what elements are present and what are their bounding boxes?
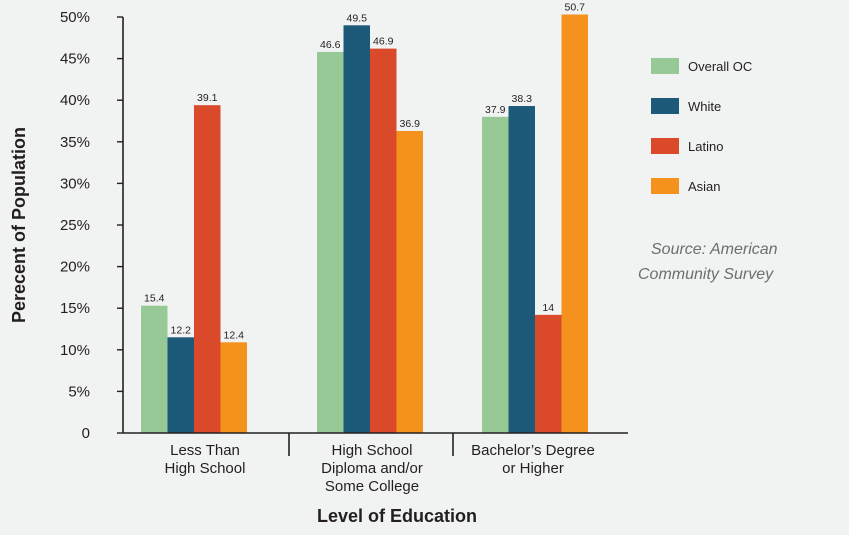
bars	[141, 14, 588, 434]
bar-overall-oc	[317, 51, 344, 433]
bar-value-label: 12.2	[171, 324, 192, 336]
y-tick-label: 35%	[60, 134, 90, 151]
bar-value-label: 14	[542, 302, 554, 314]
source-note: Source: American Community Survey	[638, 241, 782, 283]
legend-swatch	[651, 178, 679, 194]
bar-value-label: 46.9	[373, 36, 394, 48]
y-tick-label: 30%	[60, 175, 90, 192]
source-line-1: Source: American	[651, 241, 778, 258]
y-tick-label: 25%	[60, 217, 90, 234]
bar-value-label: 15.4	[144, 293, 165, 305]
bar-overall-oc	[482, 116, 509, 433]
bar-asian	[220, 342, 247, 433]
value-labels: 15.4 46.6 37.9 12.2 49.5 38.3 39.1 46.9 14 12.4 36…	[144, 2, 585, 342]
bar-value-label: 39.1	[197, 92, 218, 104]
legend-label: Asian	[688, 179, 721, 194]
bar-value-label: 46.6	[320, 39, 341, 51]
x-category-label: High School Diploma and/or Some College	[321, 442, 423, 495]
bar-value-label: 12.4	[224, 329, 245, 341]
bar-value-label: 50.7	[565, 2, 586, 14]
bar-latino	[535, 314, 562, 433]
legend-label: Latino	[688, 139, 723, 154]
y-tick-label: 45%	[60, 51, 90, 68]
bar-white	[343, 25, 370, 433]
y-tick-label: 50%	[60, 9, 90, 26]
bar-white	[167, 337, 194, 433]
bar-latino	[370, 48, 397, 434]
bar-value-label: 37.9	[485, 104, 506, 116]
bar-white	[508, 106, 535, 434]
y-tick-label: 0	[82, 425, 90, 442]
bar-asian	[561, 14, 588, 434]
bar-latino	[194, 105, 221, 433]
bar-value-label: 49.5	[347, 12, 368, 24]
x-category-label: Less Than High School	[165, 442, 246, 477]
y-tick-label: 40%	[60, 92, 90, 109]
y-tick-label: 15%	[60, 300, 90, 317]
bar-asian	[396, 130, 423, 433]
y-tick-label: 10%	[60, 342, 90, 359]
legend-swatch	[651, 98, 679, 114]
y-axis-title: Perecent of Population	[9, 127, 29, 323]
legend-swatch	[651, 138, 679, 154]
source-line-2: Community Survey	[638, 266, 774, 283]
bar-value-label: 36.9	[400, 118, 421, 130]
x-category-label: Bachelor’s Degree or Higher	[471, 442, 595, 477]
x-axis-title: Level of Education	[317, 506, 477, 526]
legend-label: Overall OC	[688, 59, 752, 74]
bar-overall-oc	[141, 305, 168, 433]
legend-label: White	[688, 99, 721, 114]
y-tick-label: 20%	[60, 259, 90, 276]
y-tick-label: 5%	[68, 383, 90, 400]
axes	[122, 17, 628, 456]
category-labels: Less Than High School High School Diploma a…	[165, 442, 595, 495]
y-axis-ticks: 0 5% 10% 15% 20% 25% 30% 35% 40% 45% 50%	[60, 9, 123, 442]
legend: Overall OC White Latino Asian	[651, 58, 752, 194]
bar-value-label: 38.3	[512, 93, 533, 105]
legend-swatch	[651, 58, 679, 74]
